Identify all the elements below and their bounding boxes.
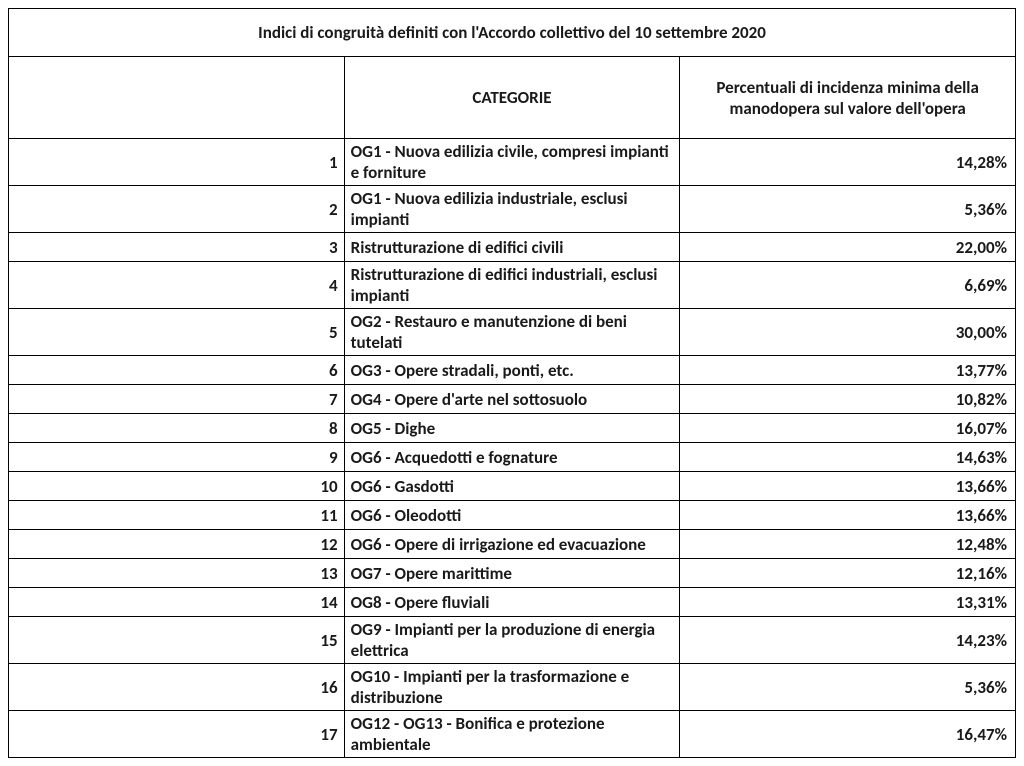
row-category: OG6 - Acquedotti e fognature [344,443,680,472]
row-percent: 16,47% [680,711,1016,758]
header-category: CATEGORIE [344,57,680,139]
row-category: OG6 - Oleodotti [344,501,680,530]
table-row: 13OG7 - Opere marittime12,16% [9,559,1016,588]
row-percent: 22,00% [680,233,1016,262]
row-category: OG6 - Opere di irrigazione ed evacuazion… [344,530,680,559]
row-category: OG7 - Opere marittime [344,559,680,588]
row-category: OG5 - Dighe [344,414,680,443]
table-row: 9OG6 - Acquedotti e fognature14,63% [9,443,1016,472]
row-percent: 16,07% [680,414,1016,443]
row-number: 2 [9,186,345,233]
row-percent: 12,16% [680,559,1016,588]
table-row: 7OG4 - Opere d'arte nel sottosuolo10,82% [9,385,1016,414]
row-number: 17 [9,711,345,758]
row-number: 9 [9,443,345,472]
row-percent: 14,28% [680,139,1016,186]
row-number: 16 [9,664,345,711]
row-category: OG10 - Impianti per la trasformazione e … [344,664,680,711]
table-row: 10OG6 - Gasdotti13,66% [9,472,1016,501]
table-row: 6OG3 - Opere stradali, ponti, etc.13,77% [9,356,1016,385]
row-percent: 5,36% [680,186,1016,233]
table-row: 17OG12 - OG13 - Bonifica e protezione am… [9,711,1016,758]
table-row: 5OG2 - Restauro e manutenzione di beni t… [9,309,1016,356]
row-percent: 12,48% [680,530,1016,559]
row-number: 3 [9,233,345,262]
row-category: OG4 - Opere d'arte nel sottosuolo [344,385,680,414]
table-row: 1OG1 - Nuova edilizia civile, compresi i… [9,139,1016,186]
row-number: 14 [9,588,345,617]
row-percent: 13,77% [680,356,1016,385]
row-category: OG9 - Impianti per la produzione di ener… [344,617,680,664]
row-number: 7 [9,385,345,414]
row-percent: 13,31% [680,588,1016,617]
row-number: 12 [9,530,345,559]
row-category: Ristrutturazione di edifici civili [344,233,680,262]
table-body: 1OG1 - Nuova edilizia civile, compresi i… [9,139,1016,758]
row-category: OG1 - Nuova edilizia civile, compresi im… [344,139,680,186]
table-title: Indici di congruità definiti con l'Accor… [9,9,1016,57]
row-category: OG2 - Restauro e manutenzione di beni tu… [344,309,680,356]
row-percent: 13,66% [680,501,1016,530]
row-number: 5 [9,309,345,356]
row-percent: 13,66% [680,472,1016,501]
header-num [9,57,345,139]
row-category: OG6 - Gasdotti [344,472,680,501]
row-number: 1 [9,139,345,186]
row-number: 11 [9,501,345,530]
row-percent: 30,00% [680,309,1016,356]
table-row: 15OG9 - Impianti per la produzione di en… [9,617,1016,664]
row-category: Ristrutturazione di edifici industriali,… [344,262,680,309]
row-category: OG12 - OG13 - Bonifica e protezione ambi… [344,711,680,758]
row-category: OG1 - Nuova edilizia industriale, esclus… [344,186,680,233]
table-row: 4Ristrutturazione di edifici industriali… [9,262,1016,309]
row-number: 8 [9,414,345,443]
row-number: 6 [9,356,345,385]
table-row: 11OG6 - Oleodotti13,66% [9,501,1016,530]
row-category: OG8 - Opere fluviali [344,588,680,617]
row-number: 15 [9,617,345,664]
row-number: 10 [9,472,345,501]
row-number: 4 [9,262,345,309]
table-row: 8OG5 - Dighe16,07% [9,414,1016,443]
header-percent: Percentuali di incidenza minima della ma… [680,57,1016,139]
row-percent: 5,36% [680,664,1016,711]
table-row: 16OG10 - Impianti per la trasformazione … [9,664,1016,711]
table-row: 3Ristrutturazione di edifici civili22,00… [9,233,1016,262]
row-percent: 14,23% [680,617,1016,664]
row-percent: 6,69% [680,262,1016,309]
table-row: 2OG1 - Nuova edilizia industriale, esclu… [9,186,1016,233]
row-number: 13 [9,559,345,588]
row-category: OG3 - Opere stradali, ponti, etc. [344,356,680,385]
row-percent: 14,63% [680,443,1016,472]
table-row: 12OG6 - Opere di irrigazione ed evacuazi… [9,530,1016,559]
table-row: 14OG8 - Opere fluviali13,31% [9,588,1016,617]
congruity-index-table: Indici di congruità definiti con l'Accor… [8,8,1016,758]
row-percent: 10,82% [680,385,1016,414]
